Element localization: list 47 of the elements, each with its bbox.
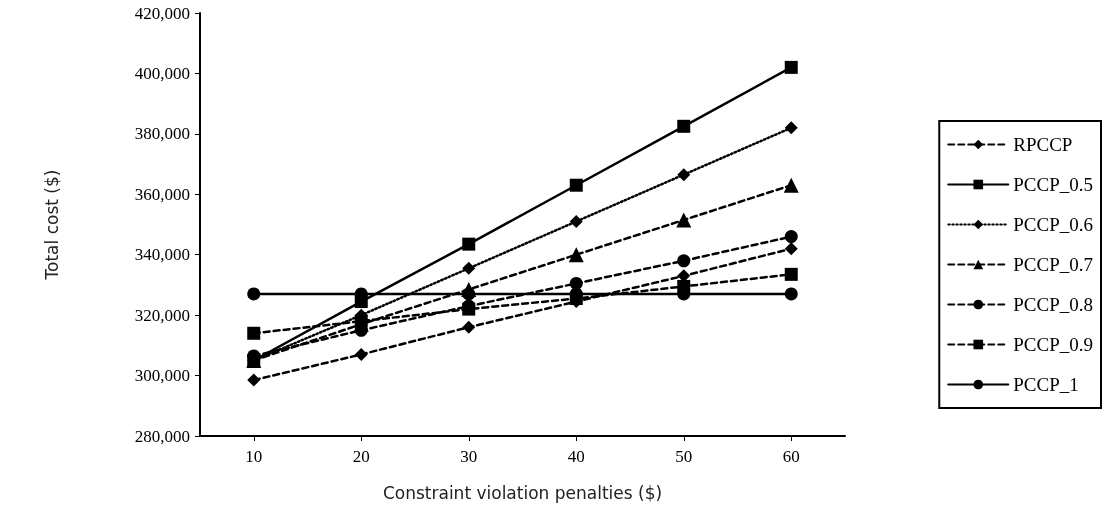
y-tick-label: 420,000 bbox=[134, 3, 190, 23]
y-tick-label: 300,000 bbox=[134, 366, 190, 386]
x-tick-label: 50 bbox=[675, 447, 693, 466]
y-tick-label: 380,000 bbox=[134, 124, 190, 144]
y-tick-label: 320,000 bbox=[134, 305, 190, 325]
point bbox=[569, 178, 583, 192]
x-tick-label: 60 bbox=[782, 447, 800, 466]
legend-label: RPCCP bbox=[1013, 134, 1073, 155]
legend-label: PCCP_1 bbox=[1013, 374, 1079, 395]
x-tick-label: 10 bbox=[245, 447, 263, 466]
point bbox=[784, 242, 798, 256]
legend-label: PCCP_0.9 bbox=[1013, 334, 1093, 355]
point bbox=[677, 168, 691, 182]
x-axis-title: Constraint violation penalties ($) bbox=[382, 482, 663, 503]
point bbox=[569, 276, 583, 290]
point bbox=[462, 237, 476, 251]
point bbox=[784, 121, 798, 135]
y-tick-label: 400,000 bbox=[134, 63, 190, 83]
point bbox=[462, 261, 476, 275]
point bbox=[569, 214, 583, 228]
y-tick-label: 360,000 bbox=[134, 184, 190, 204]
point bbox=[462, 287, 476, 301]
y-axis-title: Total cost ($) bbox=[41, 169, 62, 281]
legend-label: PCCP_0.5 bbox=[1013, 174, 1093, 195]
x-tick-label: 30 bbox=[460, 447, 478, 466]
point bbox=[247, 326, 261, 340]
point bbox=[676, 212, 692, 228]
y-tick-label: 280,000 bbox=[134, 426, 190, 446]
point bbox=[354, 314, 368, 328]
point bbox=[462, 320, 476, 334]
point bbox=[247, 373, 261, 387]
point bbox=[784, 287, 798, 301]
legend-label: PCCP_0.8 bbox=[1013, 294, 1093, 315]
point bbox=[784, 267, 798, 281]
point bbox=[568, 247, 584, 263]
point bbox=[677, 254, 691, 268]
point bbox=[677, 119, 691, 133]
point bbox=[354, 347, 368, 361]
point bbox=[784, 60, 798, 74]
legend-label: PCCP_0.7 bbox=[1013, 254, 1093, 275]
point bbox=[783, 177, 799, 193]
x-tick-label: 20 bbox=[352, 447, 370, 466]
point bbox=[247, 287, 261, 301]
y-tick-label: 340,000 bbox=[134, 245, 190, 265]
point bbox=[784, 230, 798, 244]
x-tick-label: 40 bbox=[567, 447, 585, 466]
legend-label: PCCP_0.6 bbox=[1013, 214, 1093, 235]
